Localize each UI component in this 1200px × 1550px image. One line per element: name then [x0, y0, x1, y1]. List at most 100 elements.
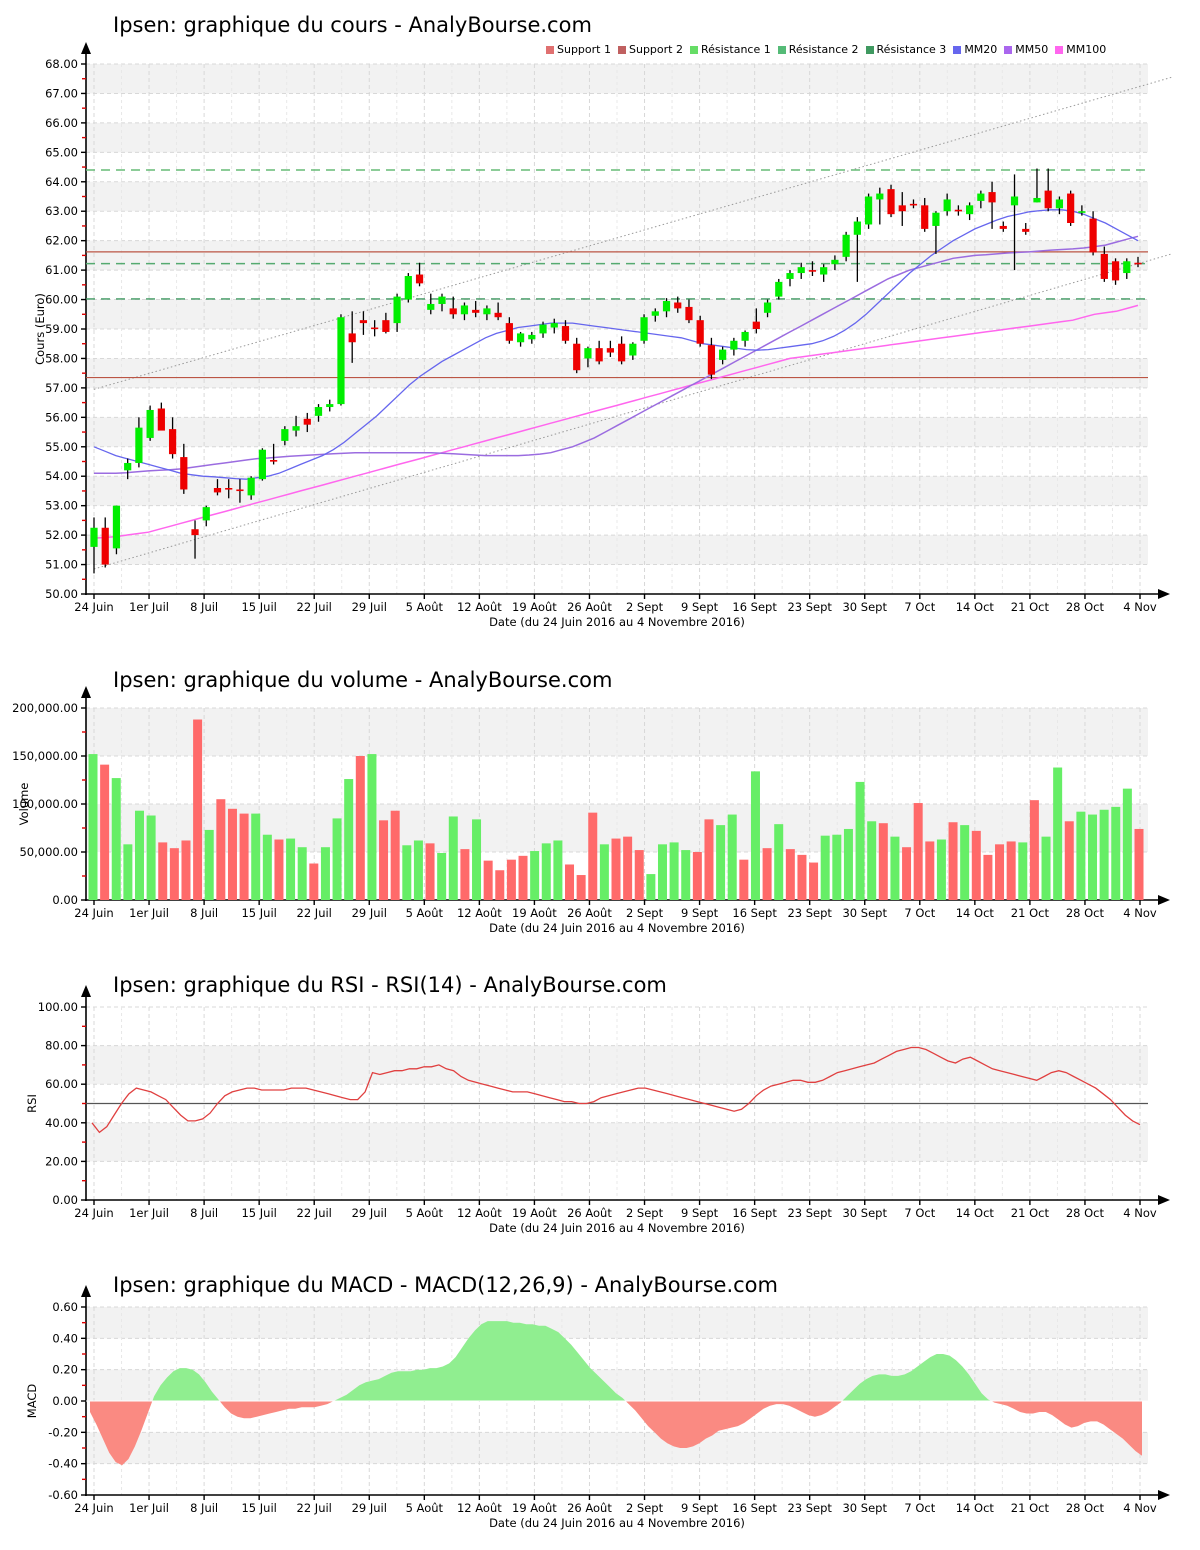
volume-bar	[390, 810, 400, 900]
x-tick-label: 26 Août	[567, 1501, 612, 1515]
volume-bar	[437, 852, 447, 900]
volume-bar	[809, 862, 819, 900]
volume-bar	[425, 843, 435, 900]
x-tick-label: 9 Sept	[681, 600, 719, 614]
candlestick	[1055, 196, 1064, 215]
x-tick-label: 7 Oct	[904, 906, 935, 920]
volume-bar	[1006, 841, 1016, 900]
volume-bar	[995, 844, 1005, 900]
legend-label: Résistance 2	[788, 43, 859, 56]
volume-bar	[506, 859, 516, 900]
volume-bar	[309, 863, 319, 900]
volume-bar	[704, 819, 714, 900]
candlestick	[887, 184, 895, 218]
volume-bar	[797, 854, 807, 900]
x-tick-label: 19 Août	[512, 600, 557, 614]
x-tick-label: 29 Juil	[352, 600, 387, 614]
y-tick-label: 51.00	[45, 558, 78, 572]
price-chart-title: Ipsen: graphique du cours - AnalyBourse.…	[113, 13, 592, 37]
macd-chart-panel: Ipsen: graphique du MACD - MACD(12,26,9)…	[0, 1255, 1200, 1550]
volume-bar	[867, 821, 877, 900]
y-tick-label: 0.00	[52, 1193, 78, 1207]
candlestick	[797, 262, 805, 279]
volume-bar	[588, 812, 598, 900]
candlestick	[820, 264, 828, 282]
candlestick	[314, 404, 323, 422]
volume-bar	[367, 754, 377, 900]
candlestick	[528, 331, 536, 344]
volume-chart-svg: 0.00 50,000.00 100,000.00 150,000.00 200,000…	[12, 686, 1170, 935]
rsi-chart-panel: Ipsen: graphique du RSI - RSI(14) - Anal…	[0, 955, 1200, 1255]
y-tick-label: 200,000.00	[12, 701, 78, 715]
volume-chart-title: Ipsen: graphique du volume - AnalyBourse…	[113, 668, 613, 692]
y-tick-label: 67.00	[45, 86, 78, 100]
y-tick-label: 20.00	[45, 1154, 78, 1168]
candlestick	[561, 320, 570, 344]
candlestick	[730, 337, 738, 356]
legend-entry-r-sistance-3: Résistance 3	[865, 44, 946, 55]
volume-bar	[1053, 767, 1063, 900]
y-tick-label: -0.20	[48, 1425, 78, 1439]
legend-label: Résistance 1	[700, 43, 771, 56]
volume-bar	[669, 842, 679, 900]
candlestick	[1044, 168, 1052, 212]
volume-bar	[971, 830, 981, 900]
y-tick-label: 59.00	[45, 322, 78, 336]
volume-chart-panel: Ipsen: graphique du volume - AnalyBourse…	[0, 650, 1200, 955]
x-tick-label: 29 Juil	[352, 1206, 387, 1220]
candlestick	[225, 479, 233, 499]
x-tick-label: 7 Oct	[904, 1501, 935, 1515]
y-tick-label: 0.40	[52, 1331, 78, 1345]
y-tick-label: 62.00	[45, 234, 78, 248]
x-tick-label: 12 Août	[457, 1206, 502, 1220]
x-tick-label: 26 Août	[567, 906, 612, 920]
y-tick-label: 63.00	[45, 204, 78, 218]
y-tick-label: 100,000.00	[12, 797, 78, 811]
volume-bar	[530, 851, 540, 900]
candlestick	[438, 293, 446, 312]
x-tick-label: 28 Oct	[1066, 906, 1105, 920]
volume-bar	[1041, 836, 1051, 900]
volume-bar	[611, 838, 621, 900]
x-tick-label: 2 Sept	[626, 1501, 664, 1515]
price-chart-legend: Support 1 Support 2 Résistance 1 Résistance…	[546, 44, 1110, 55]
candlestick	[516, 331, 525, 347]
candlestick	[842, 231, 850, 262]
x-tick-label: 4 Nov	[1123, 1206, 1157, 1220]
y-tick-label: 52.00	[45, 528, 78, 542]
candlestick	[1100, 246, 1108, 282]
candlestick	[404, 273, 412, 303]
candlestick	[427, 293, 435, 315]
legend-label: Support 1	[557, 43, 611, 56]
volume-bar	[902, 847, 912, 900]
candlestick	[1089, 211, 1097, 256]
x-tick-label: 16 Sept	[732, 1501, 777, 1515]
volume-bar	[262, 834, 272, 900]
candlestick	[999, 221, 1007, 232]
y-tick-label: 50,000.00	[19, 845, 78, 859]
volume-bar	[495, 870, 505, 900]
candlestick	[921, 197, 929, 232]
candlestick	[786, 270, 794, 287]
volume-bar	[286, 838, 296, 900]
candlestick	[460, 302, 469, 321]
legend-entry-r-sistance-2: Résistance 2	[777, 43, 859, 56]
volume-bar	[774, 824, 784, 900]
x-tick-label: 19 Août	[512, 906, 557, 920]
volume-bar	[402, 845, 412, 900]
y-tick-label: 66.00	[45, 116, 78, 130]
x-tick-label: 30 Sept	[842, 600, 887, 614]
candlestick	[1033, 168, 1041, 203]
volume-bar	[146, 815, 156, 900]
legend-label: Support 2	[628, 43, 683, 56]
volume-bar	[623, 836, 633, 900]
x-tick-label: 26 Août	[567, 600, 612, 614]
candlestick	[954, 205, 962, 216]
volume-bar	[123, 844, 133, 900]
volume-bar	[297, 847, 307, 900]
x-tick-label: 15 Juil	[241, 906, 276, 920]
volume-bar	[88, 754, 98, 900]
volume-bar	[1088, 814, 1098, 900]
x-tick-label: 28 Oct	[1066, 600, 1105, 614]
macd-chart-title: Ipsen: graphique du MACD - MACD(12,26,9)…	[113, 1273, 778, 1297]
